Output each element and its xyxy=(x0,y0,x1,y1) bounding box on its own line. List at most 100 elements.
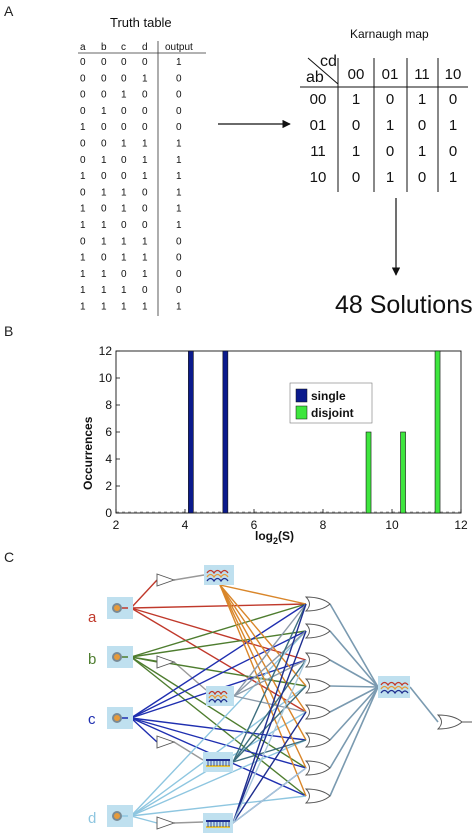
karnaugh-cell: 1 xyxy=(449,169,457,186)
truth-table-cell: 0 xyxy=(142,90,148,101)
truth-table-cell: 0 xyxy=(176,269,182,280)
truth-table-cell: 0 xyxy=(142,57,148,68)
wire xyxy=(130,579,158,609)
truth-table-cell: 1 xyxy=(101,285,107,296)
wire xyxy=(173,821,204,824)
truth-table-cell: 1 xyxy=(101,155,107,166)
truth-table-cell: 0 xyxy=(80,236,86,247)
input-c xyxy=(107,707,133,729)
x-tick-label: 12 xyxy=(454,518,468,532)
truth-table-cell: 0 xyxy=(176,73,182,84)
input-c-cell-core xyxy=(114,715,120,721)
karnaugh-col-header: 00 xyxy=(348,66,365,83)
comb-box-2 xyxy=(203,813,233,833)
karnaugh-cell: 0 xyxy=(449,91,457,108)
karnaugh-corner-cd: cd xyxy=(320,53,337,70)
karnaugh-cell: 1 xyxy=(449,117,457,134)
input-d-cell-core xyxy=(114,813,120,819)
truth-table-cell: 0 xyxy=(101,253,107,264)
input-label-c: c xyxy=(88,711,96,728)
wire xyxy=(329,686,379,741)
y-tick-label: 10 xyxy=(99,371,113,385)
karnaugh-col-header: 01 xyxy=(382,66,399,83)
wire xyxy=(130,739,307,817)
wire xyxy=(232,711,307,824)
panel-label-b: B xyxy=(4,323,13,339)
karnaugh-corner-ab: ab xyxy=(306,69,324,86)
wire xyxy=(130,630,307,817)
wave-box-1 xyxy=(204,565,234,585)
truth-table-cell: 1 xyxy=(142,139,148,150)
truth-table-cell: 0 xyxy=(121,57,127,68)
wire xyxy=(130,603,307,658)
wire xyxy=(329,686,379,713)
truth-table-cell: 0 xyxy=(121,155,127,166)
wire xyxy=(233,695,307,713)
truth-table-cell: 0 xyxy=(121,73,127,84)
truth-table-cell: 1 xyxy=(142,302,148,313)
karnaugh-cell: 0 xyxy=(386,143,394,160)
bar-disjoint xyxy=(365,431,372,514)
karnaugh-cell: 1 xyxy=(386,169,394,186)
truth-table-cell: 1 xyxy=(121,187,127,198)
or-gate-icon xyxy=(304,623,331,639)
wire xyxy=(130,717,307,741)
bar-single xyxy=(222,350,229,514)
karnaugh-title: Karnaugh map xyxy=(350,27,429,41)
truth-table-cell: 0 xyxy=(80,90,86,101)
wire xyxy=(232,603,307,824)
truth-table-cell: 1 xyxy=(176,155,182,166)
truth-table-cell: 0 xyxy=(80,57,86,68)
truth-table-cell: 1 xyxy=(176,187,182,198)
truth-table-cell: 1 xyxy=(176,220,182,231)
truth-table-cell: 0 xyxy=(121,106,127,117)
truth-table-cell: 0 xyxy=(176,122,182,133)
y-tick-label: 12 xyxy=(99,344,113,358)
x-tick-label: 4 xyxy=(182,518,189,532)
wire xyxy=(130,603,307,609)
truth-table-cell: 1 xyxy=(101,269,107,280)
or-gate-icon xyxy=(304,596,331,612)
karnaugh-cell: 0 xyxy=(352,169,360,186)
x-axis-label-sub: 2 xyxy=(273,536,278,546)
or-gate-icon xyxy=(304,678,331,694)
wire xyxy=(409,686,439,723)
wire xyxy=(232,603,307,763)
or-gate-icon xyxy=(304,732,331,748)
wire xyxy=(173,741,204,761)
karnaugh-col-header: 10 xyxy=(445,66,462,83)
truth-table-cell: 1 xyxy=(80,253,86,264)
karnaugh-row-header: 01 xyxy=(310,117,327,134)
legend-swatch-single xyxy=(295,388,308,403)
bar-disjoint xyxy=(400,431,406,514)
truth-table-cell: 0 xyxy=(176,106,182,117)
truth-table-cell: 0 xyxy=(176,90,182,101)
karnaugh-cell: 0 xyxy=(386,91,394,108)
wire xyxy=(219,584,307,769)
truth-table-cell: 1 xyxy=(142,155,148,166)
truth-table-cell: 1 xyxy=(121,302,127,313)
wire xyxy=(233,603,307,697)
truth-table: Truth table a b c d output 0 0 0 0 1 0 0 0 1 0 0 0 1 0 0 0 1… xyxy=(78,15,206,316)
wire xyxy=(232,685,307,763)
truth-table-cell: 1 xyxy=(80,220,86,231)
truth-table-cell: 1 xyxy=(121,139,127,150)
truth-table-cell: 0 xyxy=(121,220,127,231)
truth-table-cell: 1 xyxy=(80,204,86,215)
panel-label-c: C xyxy=(4,549,14,565)
truth-table-cell: 0 xyxy=(101,122,107,133)
wire xyxy=(219,584,307,741)
truth-table-cell: 0 xyxy=(80,106,86,117)
input-label-d: d xyxy=(88,810,96,827)
truth-table-cell: 1 xyxy=(176,302,182,313)
truth-table-cell: 0 xyxy=(101,57,107,68)
y-tick-label: 0 xyxy=(105,506,112,520)
y-tick-label: 4 xyxy=(105,452,112,466)
y-tick-label: 8 xyxy=(105,398,112,412)
wire xyxy=(232,739,307,763)
truth-table-cell: 1 xyxy=(142,236,148,247)
wire xyxy=(173,661,207,691)
truth-table-cell: 0 xyxy=(142,285,148,296)
